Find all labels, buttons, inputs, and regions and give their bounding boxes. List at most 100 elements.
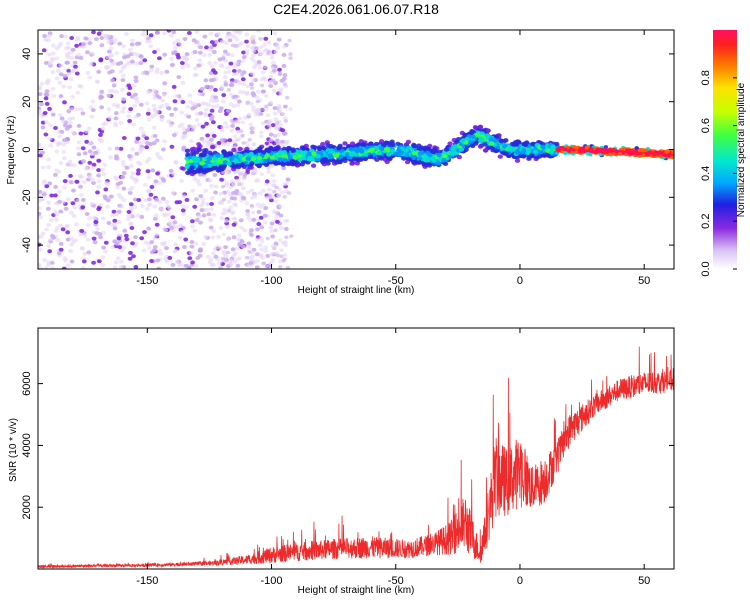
spectrogram-cell [268, 225, 273, 230]
spectrogram-cell [157, 181, 162, 185]
snr-ytick-label: 4000 [21, 433, 33, 457]
spectrogram-cell [282, 253, 287, 257]
spectrogram-cell [169, 112, 175, 117]
spectrogram-cell [49, 260, 55, 265]
spectrogram-cell [523, 142, 529, 147]
spectrogram-cell [503, 151, 509, 156]
spectrogram-cell [166, 119, 172, 124]
spectrogram-cell [203, 101, 209, 106]
spectrogram-cell [149, 185, 155, 189]
spectrogram-cell [127, 190, 133, 195]
spectrogram-cell [175, 38, 181, 43]
spectrogram-cell [50, 112, 56, 117]
spectrogram-cell [207, 52, 213, 57]
spectrogram-cell [131, 122, 137, 127]
spectrogram-cell [261, 261, 267, 266]
spectrogram-cell [259, 247, 264, 252]
spectrogram-cell [245, 209, 251, 213]
snr-xtick-label: -50 [388, 575, 404, 587]
spectrogram-cell [209, 207, 214, 212]
spectrogram-cell [114, 241, 120, 246]
spectrogram-cell [40, 231, 46, 236]
spectrogram-cell [131, 254, 136, 259]
spectrogram-cell [184, 205, 190, 209]
spectrogram-cell [74, 43, 79, 48]
spectrogram-cell [91, 181, 96, 185]
spectrogram-cell [322, 157, 329, 162]
spectrogram-cell [148, 142, 154, 147]
spectrogram-cell [44, 120, 49, 124]
spectrogram-cell [159, 114, 165, 119]
spectrogram-cell [42, 179, 47, 184]
spectrogram-cell [255, 89, 261, 94]
spectrogram-cell [312, 145, 318, 150]
spectrogram-cell [87, 160, 93, 165]
spectrogram-cell [58, 94, 64, 99]
spectrogram-cell [153, 179, 159, 184]
spectrogram-cell [470, 134, 476, 139]
spectrogram-cell [266, 49, 272, 54]
spectrogram-cell [197, 182, 202, 187]
spectrogram-cell [115, 182, 121, 186]
spectrogram-cell [532, 149, 539, 154]
spectrogram-cell [227, 38, 233, 43]
spectrogram-cell [207, 260, 213, 265]
spectrogram-cell [98, 95, 103, 100]
spectrogram-cell [44, 101, 50, 106]
spectrogram-cell [281, 259, 286, 263]
spectrogram-cell [213, 39, 219, 44]
spectrogram-cell [43, 132, 49, 137]
spectrogram-cell [300, 155, 307, 161]
spectrogram-cell [255, 259, 260, 263]
spectrogram-cell [148, 33, 154, 38]
spectrogram-cell [155, 258, 161, 263]
spectrogram-cell [202, 139, 207, 144]
spectrogram-cell [555, 147, 560, 152]
spectrogram-cell [315, 154, 321, 159]
spectrogram-cell [259, 238, 265, 243]
spectrogram-cell [171, 171, 177, 176]
spectrogram-cell [78, 131, 84, 136]
spectrogram-cell [196, 147, 202, 152]
spectrogram-cell [122, 228, 128, 233]
spectrogram-cell [190, 260, 196, 265]
spectrogram-cell [190, 188, 196, 193]
spectrogram-cell [228, 261, 234, 266]
spectrogram-cell [255, 218, 261, 222]
spectrogram-cell [263, 78, 268, 82]
spectrogram-cell [374, 157, 380, 162]
spectrogram-cell [260, 121, 266, 126]
spectrogram-cell [217, 159, 224, 165]
spectrogram-cell [43, 266, 49, 269]
spectrogram-cell [244, 39, 249, 44]
spectrogram-cell [205, 202, 211, 207]
spectrogram-cell [48, 143, 54, 148]
spectrogram-cell [98, 202, 104, 207]
spectrogram-cell [281, 63, 287, 68]
spectrogram-cell [257, 243, 263, 248]
spectrogram-cell [427, 152, 433, 158]
snr-panel: -150 -100 -50 0 50 2000 4000 6000 Height of str… [8, 327, 675, 596]
spectrogram-cell [54, 225, 60, 230]
spectrogram-cell [118, 69, 124, 74]
spectrogram-cell [180, 65, 186, 70]
spectrogram-cell [71, 188, 76, 193]
spectrogram-cell [550, 144, 556, 149]
spectrogram-cell [171, 30, 177, 34]
spectrogram-cell [233, 143, 238, 147]
spectrogram-cell [144, 136, 150, 141]
spectrogram-cell [256, 210, 262, 214]
spectrogram-cell [269, 229, 275, 234]
spectrogram-cell [264, 147, 270, 153]
spectrogram-cell [40, 165, 46, 170]
spectrogram-cell [181, 212, 186, 217]
spectrogram-cell [221, 170, 226, 175]
spectrogram-cell [96, 168, 101, 173]
spectrogram-cell [121, 136, 127, 140]
spectrogram-cell [398, 150, 404, 155]
spectrogram-cell [210, 144, 216, 150]
spectrogram-cell [144, 145, 150, 150]
spectrogram-cell [130, 38, 136, 43]
spectrogram-cell [242, 197, 247, 201]
spectrogram-cell [128, 47, 133, 52]
